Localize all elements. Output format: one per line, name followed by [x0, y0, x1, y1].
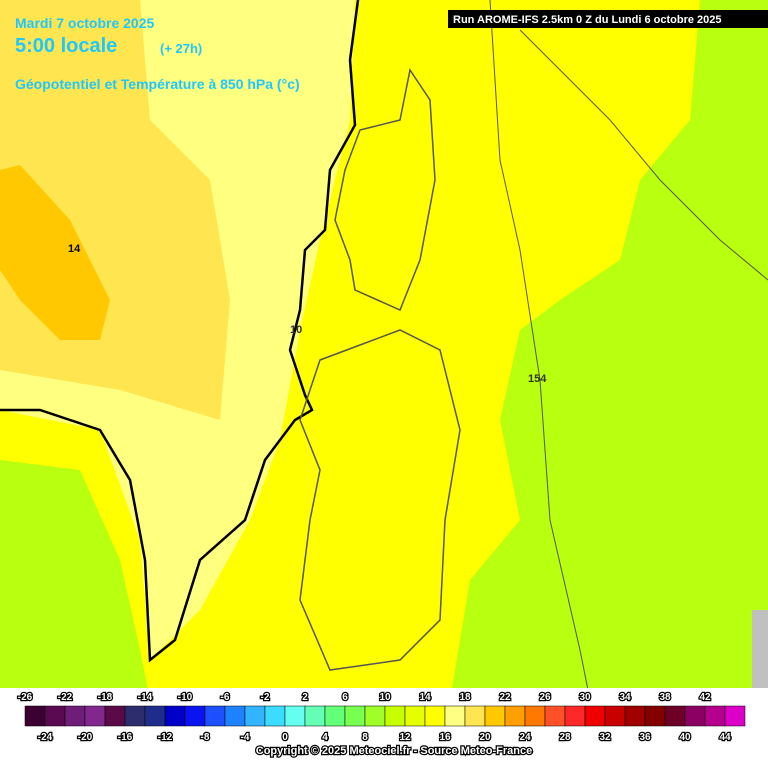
color-swatch [444, 705, 466, 727]
color-swatch [664, 705, 686, 727]
color-swatch [424, 705, 446, 727]
sardinia-outline [299, 329, 461, 671]
run-box [448, 10, 768, 28]
colorbar-label: 8 [362, 732, 368, 743]
coastline [0, 0, 360, 663]
copyright: Copyright © 2025 Meteociel.fr - Source M… [256, 745, 532, 757]
colorbar-label: 40 [679, 732, 691, 743]
colorbar-label: 38 [659, 692, 671, 703]
time: 5:00 locale [15, 35, 117, 57]
colorbar-label: -6 [221, 692, 230, 703]
colorbar-label: 36 [639, 732, 651, 743]
colorbar-label: 28 [559, 732, 571, 743]
color-swatch [564, 705, 586, 727]
color-swatch [304, 705, 326, 727]
color-swatch [84, 705, 106, 727]
colorbar-label: -14 [138, 692, 153, 703]
color-swatch [244, 705, 266, 727]
color-swatch [124, 705, 146, 727]
colorbar-label: 30 [579, 692, 591, 703]
color-swatch [204, 705, 226, 727]
color-swatch [684, 705, 706, 727]
color-swatch [644, 705, 666, 727]
color-swatch [464, 705, 486, 727]
colorbar-label: 22 [499, 692, 511, 703]
color-swatch [324, 705, 346, 727]
colorbar-label: 42 [699, 692, 711, 703]
colorbar-label: 32 [599, 732, 611, 743]
coastline-italy [519, 29, 768, 281]
color-swatch [604, 705, 626, 727]
colorbar-label: -12 [158, 732, 173, 743]
colorbar-label: 44 [719, 732, 731, 743]
color-swatch [164, 705, 186, 727]
color-swatch [404, 705, 426, 727]
lead-time: (+ 27h) [160, 41, 202, 56]
color-swatch [184, 705, 206, 727]
color-swatch [24, 705, 46, 727]
colorbar-label: -20 [78, 732, 93, 743]
color-swatch [104, 705, 126, 727]
colorbar-label: 16 [439, 732, 451, 743]
colorbar-label: 34 [619, 692, 631, 703]
contour-label: 10 [290, 324, 302, 336]
color-swatch [384, 705, 406, 727]
color-swatch [624, 705, 646, 727]
colorbar-label: -8 [201, 732, 210, 743]
colorbar-label: 6 [342, 692, 348, 703]
colorbar-label: 2 [302, 692, 308, 703]
legend-panel [0, 688, 768, 768]
colorbar-label: -10 [178, 692, 193, 703]
land-mask [752, 610, 768, 700]
warmest-zone [0, 165, 110, 340]
color-swatch [224, 705, 246, 727]
colorbar-label: -22 [58, 692, 73, 703]
color-swatch [364, 705, 386, 727]
parameter: Géopotentiel et Température à 850 hPa (°… [15, 76, 300, 92]
color-swatch [704, 705, 726, 727]
colorbar-label: 20 [479, 732, 491, 743]
colorbar-label: -26 [18, 692, 33, 703]
contour-label: 154 [528, 373, 547, 385]
run-info: Run AROME-IFS 2.5km 0 Z du Lundi 6 octob… [453, 14, 722, 26]
colorbar-label: -2 [261, 692, 270, 703]
colorbar-label: -4 [241, 732, 250, 743]
colorbar-label: 14 [419, 692, 431, 703]
corsica-outline [334, 68, 436, 312]
color-swatch [284, 705, 306, 727]
colorbar-label: 0 [282, 732, 288, 743]
colorbar-label: -16 [118, 732, 133, 743]
colorbar-label: 10 [379, 692, 391, 703]
color-swatch [64, 705, 86, 727]
color-swatch [524, 705, 546, 727]
colorbar-label: 26 [539, 692, 551, 703]
color-swatch [344, 705, 366, 727]
color-swatch [724, 705, 746, 727]
color-swatch [584, 705, 606, 727]
colorbar-label: 4 [322, 732, 328, 743]
colorbar-label: -24 [38, 732, 53, 743]
colorbar-label: -18 [98, 692, 113, 703]
color-swatch [544, 705, 566, 727]
boundary [489, 0, 591, 701]
color-swatch [44, 705, 66, 727]
contour-label: 14 [68, 243, 81, 255]
color-swatch [504, 705, 526, 727]
colorbar-label: 24 [519, 732, 531, 743]
color-swatch [264, 705, 286, 727]
colorbar-label: 12 [399, 732, 411, 743]
colorbar-label: 18 [459, 692, 471, 703]
color-swatch [144, 705, 166, 727]
date: Mardi 7 octobre 2025 [15, 15, 154, 31]
color-swatch [484, 705, 506, 727]
colorbar: -26 -22 -18 -14 -10 -6 -2 2 6 10 14 18 22 26 30 34 38 42-… [17, 691, 746, 744]
